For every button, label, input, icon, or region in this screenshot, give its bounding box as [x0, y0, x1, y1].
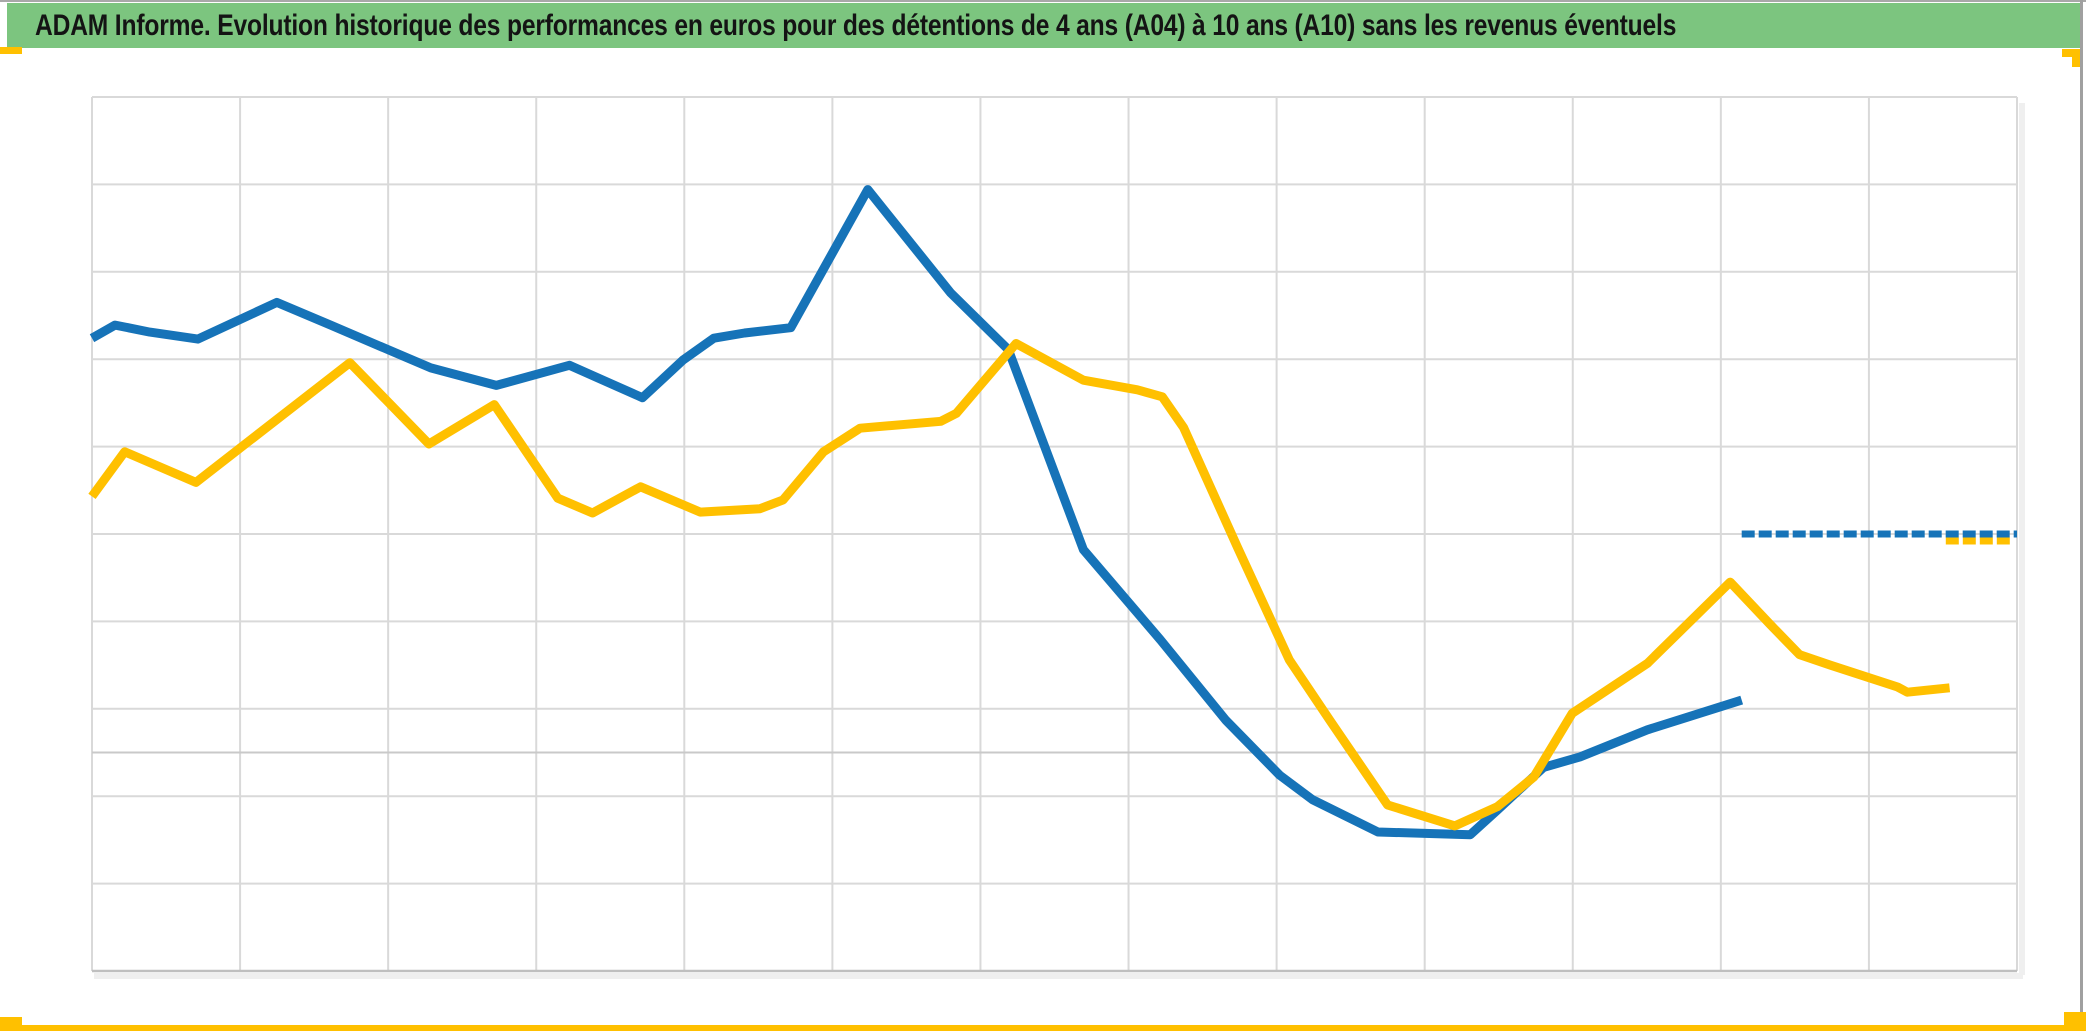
plot-right-shadow	[2019, 103, 2025, 975]
window-right-border	[2080, 0, 2083, 1013]
bottom-strip	[0, 1025, 2086, 1031]
performance-chart	[88, 96, 2025, 979]
page-title: ADAM Informe. Evolution historique des p…	[35, 9, 1677, 42]
chart-area	[0, 52, 2086, 1012]
bottom-left-accent	[0, 1017, 22, 1031]
bottom-right-accent	[2064, 1012, 2086, 1031]
top-right-accent-vertical	[2072, 49, 2080, 67]
title-bar: ADAM Informe. Evolution historique des p…	[7, 3, 2080, 48]
top-right-accent-horizontal	[2062, 49, 2080, 57]
top-left-accent-bar	[0, 47, 22, 54]
plot-bottom-shadow	[94, 973, 2023, 979]
serie-bleue	[89, 185, 1744, 840]
serie-jaune	[88, 339, 1951, 831]
window-top-border	[0, 0, 2086, 2]
